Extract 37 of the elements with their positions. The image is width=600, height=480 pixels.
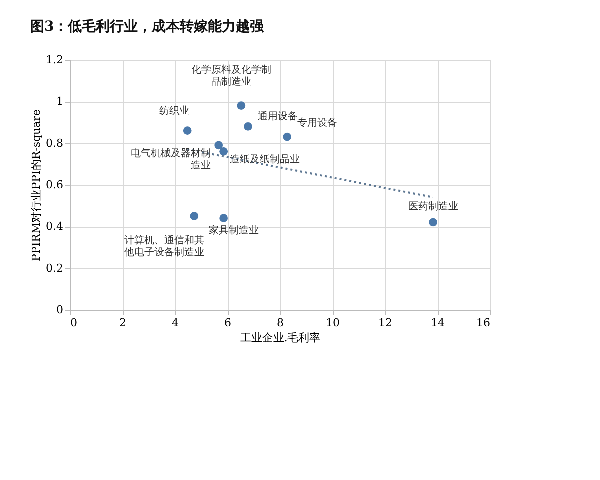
x-tick-label: 14 — [431, 316, 445, 330]
annotation: 纺织业 — [160, 104, 190, 117]
y-tick-label: 0.6 — [46, 178, 64, 192]
annotation: 专用设备 — [297, 117, 338, 130]
y-tick-label: 0.2 — [46, 262, 64, 275]
x-tick-label: 2 — [120, 316, 126, 330]
annotation: 化学原料及化学制品制造业 — [191, 64, 272, 88]
x-tick-label: 6 — [224, 316, 232, 330]
x-tick-label: 16 — [476, 316, 490, 330]
y-tick-label: 0.4 — [46, 220, 64, 234]
annotation: 通用设备 — [258, 110, 298, 123]
x-tick-label: 12 — [378, 316, 392, 330]
point — [220, 214, 228, 223]
chart-title: 图3：低毛利行业，成本转嫁能力越强 — [30, 18, 266, 35]
y-tick-label: 0 — [56, 304, 64, 316]
point — [183, 126, 192, 136]
y-tick-label: 1.2 — [46, 54, 64, 66]
point — [283, 132, 292, 142]
annotation: 医药制造业 — [408, 200, 458, 212]
point — [237, 102, 246, 110]
point — [214, 141, 224, 150]
y-tick-label: 1 — [56, 95, 64, 108]
x-tick-label: 0 — [70, 316, 78, 330]
annotation: 造纸及纸制品业 — [230, 154, 300, 166]
point — [244, 122, 252, 131]
annotation: 电气机械及器材制造业 — [130, 147, 211, 172]
x-tick-label: 8 — [277, 316, 284, 330]
point — [429, 218, 438, 227]
x-tick-label: 10 — [326, 316, 340, 330]
x-tick-label: 4 — [172, 316, 179, 330]
annotation: 计算机、通信和其他电子设备制造业 — [124, 234, 204, 258]
y-tick-label: 0.8 — [46, 136, 64, 150]
point — [220, 147, 228, 156]
x-axis-title: 工业企业.毛利率 — [240, 332, 321, 344]
point — [190, 212, 199, 220]
annotation: 家具制造业 — [208, 224, 259, 236]
y-axis-title: PPIRM对行业PPI的R-square — [30, 110, 44, 262]
